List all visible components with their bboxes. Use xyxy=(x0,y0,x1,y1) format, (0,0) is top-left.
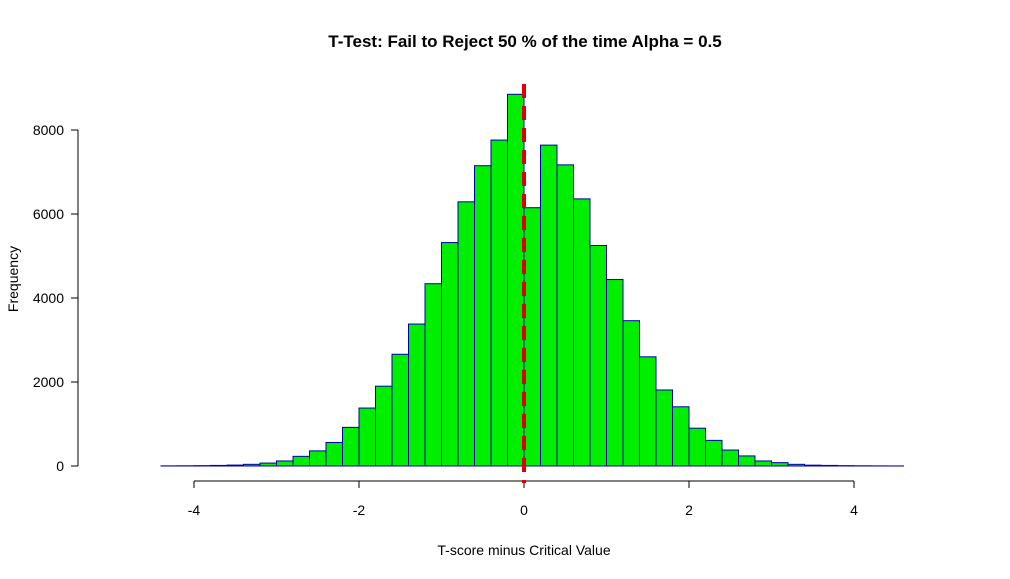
x-tick-label: -4 xyxy=(188,502,201,518)
histogram-bar xyxy=(622,320,640,467)
y-tick-label: 2000 xyxy=(33,374,64,390)
histogram-bar xyxy=(490,139,508,467)
y-axis-label: Frequency xyxy=(5,246,21,312)
x-tick-label: 0 xyxy=(520,502,528,518)
x-tick-label: 4 xyxy=(850,502,858,518)
histogram-bar xyxy=(457,201,475,467)
histogram-bar xyxy=(325,441,343,467)
histogram-bar xyxy=(655,389,673,467)
histogram-bar xyxy=(754,460,772,467)
x-axis-label: T-score minus Critical Value xyxy=(437,542,610,558)
histogram-bar xyxy=(589,245,607,467)
histogram-bar xyxy=(738,455,756,467)
histogram-bar xyxy=(688,427,706,467)
histogram-bars xyxy=(160,93,904,467)
histogram-bar xyxy=(556,164,574,467)
y-tick-label: 4000 xyxy=(33,290,64,306)
x-tick-label: 2 xyxy=(685,502,693,518)
histogram-bar xyxy=(771,462,789,467)
histogram-bar xyxy=(573,198,591,467)
histogram-bar xyxy=(639,356,657,467)
histogram-bar xyxy=(424,283,442,467)
histogram-bar xyxy=(292,455,310,467)
histogram-bar xyxy=(309,450,327,467)
histogram-bar xyxy=(705,439,723,467)
histogram-bar xyxy=(391,353,409,467)
chart-title: T-Test: Fail to Reject 50 % of the time … xyxy=(328,32,721,51)
y-tick-label: 0 xyxy=(56,458,64,474)
histogram-bar xyxy=(276,460,294,467)
histogram-bar xyxy=(606,279,624,467)
histogram-bar xyxy=(441,242,459,467)
histogram-bar xyxy=(523,207,541,467)
y-tick-label: 6000 xyxy=(33,206,64,222)
x-tick-label: -2 xyxy=(353,502,366,518)
histogram-bar xyxy=(342,426,360,467)
histogram-bar xyxy=(408,323,426,467)
histogram-bar xyxy=(507,93,525,467)
histogram-bar xyxy=(540,144,558,467)
histogram-bar xyxy=(672,406,690,467)
histogram-bar xyxy=(721,449,739,467)
histogram-bar xyxy=(474,165,492,467)
x-axis: -4 -2 0 2 4 xyxy=(188,480,858,518)
y-tick-label: 8000 xyxy=(33,122,64,138)
histogram-bar xyxy=(358,407,376,467)
histogram-bar xyxy=(375,385,393,467)
y-axis: 0 2000 4000 6000 8000 xyxy=(33,122,79,474)
